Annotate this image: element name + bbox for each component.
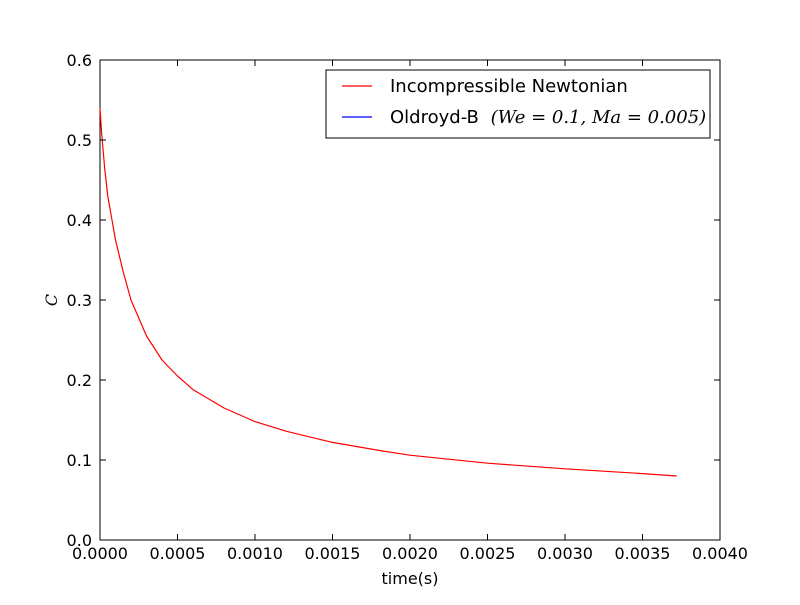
legend-box xyxy=(325,69,711,139)
legend: Incompressible Newtonian Oldroyd-B (We =… xyxy=(325,69,711,139)
x-tick-label: 0.0005 xyxy=(150,544,206,563)
x-tick-label: 0.0030 xyxy=(537,544,593,563)
y-tick-label: 0.1 xyxy=(67,451,92,470)
x-tick-label: 0.0040 xyxy=(692,544,748,563)
x-tick-label: 0.0035 xyxy=(615,544,671,563)
x-tick-label: 0.0020 xyxy=(382,544,438,563)
legend-label-oldroyd: Oldroyd-B (We = 0.1, Ma = 0.005) xyxy=(390,107,706,128)
y-axis-ticks: 0.0 0.1 0.2 0.3 0.4 0.5 0.6 xyxy=(67,51,720,550)
x-axis-label: time(s) xyxy=(382,569,439,588)
legend-label-oldroyd-name: Oldroyd-B xyxy=(390,107,479,128)
curves xyxy=(99,107,677,477)
y-tick-label: 0.2 xyxy=(67,371,92,390)
legend-label-oldroyd-params: (We = 0.1, Ma = 0.005) xyxy=(491,107,707,128)
x-tick-label: 0.0025 xyxy=(460,544,516,563)
series-line-incompressible-newtonian xyxy=(99,107,677,477)
y-tick-label: 0.0 xyxy=(67,531,92,550)
legend-label-newtonian: Incompressible Newtonian xyxy=(390,76,628,97)
y-axis-label: C xyxy=(42,294,61,306)
y-tick-label: 0.6 xyxy=(67,51,92,70)
plot-area: 0.0000 0.0005 0.0010 0.0015 0.0020 0.0025 0.00… xyxy=(67,51,748,563)
x-axis-ticks: 0.0000 0.0005 0.0010 0.0015 0.0020 0.0025 0.00… xyxy=(72,60,748,563)
plot-frame xyxy=(99,59,721,541)
y-tick-label: 0.4 xyxy=(67,211,92,230)
x-tick-label: 0.0015 xyxy=(305,544,361,563)
x-tick-label: 0.0000 xyxy=(72,544,128,563)
y-tick-label: 0.5 xyxy=(67,131,92,150)
x-tick-label: 0.0010 xyxy=(227,544,283,563)
y-tick-label: 0.3 xyxy=(67,291,92,310)
